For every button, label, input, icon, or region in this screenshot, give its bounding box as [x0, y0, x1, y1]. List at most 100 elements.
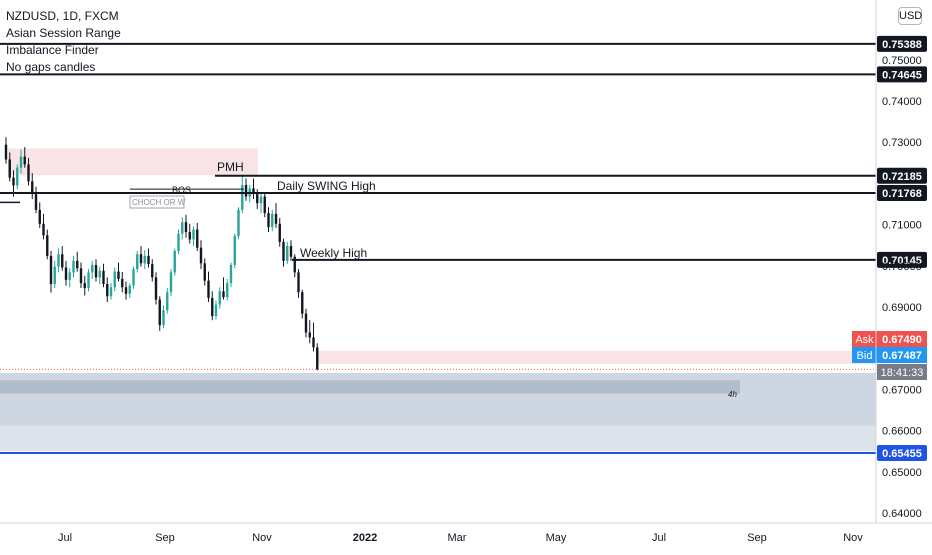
x-tick-label: Nov [252, 532, 272, 544]
x-tick-label: Mar [448, 532, 467, 544]
candle-body [94, 264, 98, 278]
candle-body [8, 159, 11, 178]
candle-body [151, 264, 154, 278]
ask-supply-zone[interactable] [318, 350, 876, 364]
candle-body [136, 254, 139, 270]
imbalance-band-4h[interactable] [0, 380, 740, 394]
bid-price-tag [877, 347, 927, 363]
price-level-tag [877, 445, 927, 462]
legend-indicator[interactable]: No gaps candles [6, 60, 96, 74]
candle-body [184, 222, 188, 233]
legend-symbol[interactable]: NZDUSD, 1D, FXCM [6, 9, 119, 23]
price-level-label: 0.70145 [882, 255, 922, 267]
chart-legend: NZDUSD, 1D, FXCM Asian Session Range Imb… [6, 8, 121, 76]
candle-body [19, 156, 23, 168]
ask-tag [852, 331, 877, 347]
candle-body [259, 196, 263, 204]
candle-body [143, 255, 146, 264]
y-tick-label: 0.74000 [882, 96, 922, 108]
candle-body [57, 254, 60, 267]
candle-body [113, 271, 116, 288]
choch-label: CHOCH OR W [132, 198, 186, 207]
candle-body [132, 269, 135, 286]
supply-zone[interactable] [8, 148, 258, 176]
zone-4h-label: 4h [728, 390, 737, 399]
x-tick-label: May [546, 532, 567, 544]
candle-body [34, 194, 38, 210]
x-tick-label: Nov [843, 532, 863, 544]
candle-body [124, 287, 128, 294]
candle-body [61, 254, 64, 268]
candle-body [31, 181, 34, 195]
y-tick-label: 0.71000 [882, 220, 922, 232]
candle-body [68, 272, 71, 280]
candle-body [102, 270, 105, 284]
ask-price-tag [877, 331, 927, 347]
candle-body [27, 164, 30, 182]
candle-body [274, 213, 278, 224]
candle-body [79, 268, 83, 284]
candle-body [154, 277, 158, 300]
pmh-label: PMH [217, 160, 244, 174]
candle-body [87, 272, 90, 289]
candle-body [181, 222, 184, 234]
candle-body [23, 156, 26, 165]
candle-body [316, 347, 319, 370]
price-level-label: 0.74645 [882, 69, 922, 81]
candle-body [4, 144, 8, 160]
candle-body [98, 270, 101, 278]
candle-body [121, 278, 124, 288]
bos-label: BOS [172, 185, 191, 195]
candle-body [214, 304, 218, 317]
candle-body [252, 188, 255, 195]
candle-body [49, 255, 53, 284]
bid-price: 0.67487 [882, 350, 922, 362]
candle-body [139, 254, 143, 264]
zones-layer [0, 148, 876, 452]
price-level-tag [877, 35, 927, 52]
y-tick-label: 0.73000 [882, 137, 922, 149]
y-tick-label: 0.66000 [882, 426, 922, 438]
candle-body [188, 232, 191, 240]
x-tick-label: Sep [747, 532, 767, 544]
candle-body [109, 287, 113, 297]
legend-indicator[interactable]: Imbalance Finder [6, 43, 99, 57]
candle-body [293, 256, 296, 273]
ask-price: 0.67490 [882, 334, 922, 346]
candles-layer [4, 137, 319, 371]
candle-body [289, 246, 293, 257]
candle-body [211, 297, 214, 317]
candle-body [233, 236, 236, 265]
price-level-tag [877, 66, 927, 83]
candle-body [106, 283, 109, 297]
candle-body [128, 285, 131, 294]
demand-zone-lower[interactable] [0, 425, 876, 452]
candle-body [256, 194, 259, 204]
candle-body [38, 209, 41, 224]
price-level-label: 0.65455 [882, 448, 922, 460]
candle-body [218, 291, 221, 305]
candle-body [16, 167, 19, 186]
legend-indicator[interactable]: Asian Session Range [6, 26, 121, 40]
candle-body [271, 213, 274, 228]
candle-body [312, 337, 315, 348]
x-tick-label: Sep [155, 532, 175, 544]
price-level-label: 0.75388 [882, 39, 922, 51]
candle-body [226, 283, 229, 298]
candle-body [229, 264, 233, 284]
candle-body [12, 177, 15, 186]
x-tick-label: Jul [58, 532, 72, 544]
ask-label: Ask [855, 334, 874, 346]
candle-body [42, 223, 45, 236]
candle-body [46, 235, 49, 256]
currency-button[interactable]: USD [898, 7, 922, 25]
candle-body [222, 291, 225, 298]
candle-body [263, 196, 266, 214]
candle-body [76, 260, 79, 269]
candle-body [267, 213, 270, 228]
choch-box [129, 195, 185, 209]
candle-body [64, 267, 68, 280]
candle-body [192, 229, 195, 240]
